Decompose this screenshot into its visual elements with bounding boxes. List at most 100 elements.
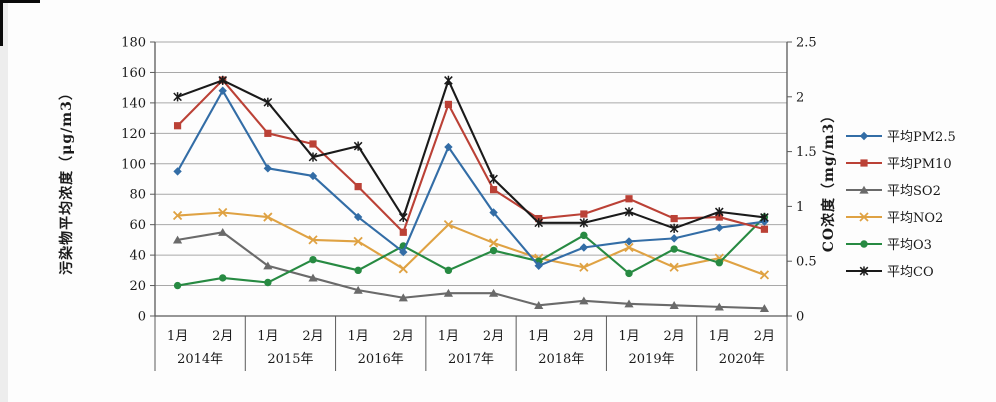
marker-x (759, 270, 770, 280)
x-month-label: 2月 (302, 329, 323, 344)
legend-marker-icon (846, 265, 882, 276)
legend-item: 平均CO (846, 257, 956, 284)
legend-item-label: 平均NO2 (887, 211, 944, 226)
marker-triangle (859, 185, 869, 194)
screen-corner-artifact (0, 0, 40, 3)
x-month-label: 1月 (709, 329, 730, 344)
series-line (177, 216, 766, 287)
marker-triangle (534, 301, 544, 309)
marker-diamond (444, 142, 453, 152)
marker-triangle (443, 288, 454, 297)
x-year-label: 2016年 (358, 352, 404, 367)
legend-item: 平均SO2 (846, 176, 956, 203)
x-year-label: 2019年 (629, 352, 675, 367)
marker-triangle (308, 273, 318, 282)
x-year-label: 2015年 (267, 352, 313, 367)
marker-diamond (308, 171, 318, 181)
marker-diamond (715, 223, 724, 232)
marker-square (489, 186, 498, 194)
legend: 平均PM2.5 平均PM10 平均SO2 平均NO2 平均O3 平均CO (846, 122, 956, 284)
legend-marker-icon (846, 239, 882, 248)
y-left-tick-label: 120 (121, 127, 146, 142)
marker-diamond (489, 208, 498, 217)
x-month-label: 1月 (257, 329, 278, 344)
series-平均PM10 (173, 76, 769, 236)
legend-marker-icon (846, 158, 882, 167)
marker-square (715, 213, 723, 221)
marker-circle (309, 255, 317, 264)
x-month-label: 2月 (754, 329, 775, 344)
marker-circle (860, 239, 868, 248)
marker-square (354, 183, 362, 191)
x-month-label: 1月 (528, 329, 549, 344)
marker-diamond (263, 164, 273, 173)
x-month-label: 1月 (348, 329, 369, 344)
marker-x (579, 262, 589, 272)
marker-circle (670, 245, 678, 253)
marker-circle (444, 266, 453, 275)
legend-item-label: 平均O3 (887, 238, 932, 253)
y-left-tick-label: 20 (129, 279, 146, 294)
marker-x (172, 210, 183, 221)
marker-circle (580, 231, 588, 240)
legend-marker-icon (846, 185, 882, 194)
marker-square (264, 129, 272, 137)
x-month-label: 1月 (618, 329, 639, 344)
legend-item-label: 平均PM10 (887, 157, 952, 172)
x-month-label: 1月 (167, 329, 188, 344)
legend-item: 平均PM2.5 (846, 122, 956, 149)
marker-x (669, 262, 679, 272)
y-right-tick-label: 0.5 (796, 255, 817, 270)
legend-item: 平均PM10 (846, 149, 956, 176)
legend-item-label: 平均CO (887, 265, 934, 280)
marker-square (860, 158, 868, 167)
screen-edge-artifact (0, 0, 8, 402)
marker-circle (625, 269, 633, 278)
y-left-tick-label: 160 (121, 66, 146, 81)
marker-square (309, 140, 317, 148)
y-right-tick-label: 2 (796, 90, 804, 105)
marker-triangle (488, 288, 499, 297)
marker-circle (715, 259, 723, 267)
y-left-tick-label: 60 (129, 218, 146, 233)
marker-x (624, 242, 634, 253)
x-year-label: 2017年 (448, 352, 494, 367)
marker-circle (264, 278, 272, 287)
series-平均CO (173, 75, 769, 233)
series-line (177, 79, 765, 230)
marker-diamond (399, 247, 408, 257)
y-right-tick-label: 1.5 (796, 145, 817, 160)
marker-circle (219, 274, 227, 282)
y-right-tick-label: 0 (796, 310, 804, 325)
x-month-label: 2月 (573, 329, 594, 344)
series-平均NO2 (172, 207, 770, 280)
marker-triangle (172, 235, 183, 244)
series-line (176, 89, 765, 267)
legend-item-label: 平均PM2.5 (887, 130, 956, 145)
marker-triangle (353, 285, 363, 294)
marker-x (443, 220, 454, 230)
marker-triangle (398, 293, 408, 302)
marker-diamond (353, 212, 363, 222)
x-month-label: 1月 (438, 329, 459, 344)
x-year-label: 2014年 (177, 352, 223, 367)
x-month-label: 2月 (664, 329, 685, 344)
x-month-label: 2月 (483, 329, 504, 344)
marker-diamond (218, 86, 227, 95)
marker-triangle (579, 296, 589, 305)
series-line (177, 211, 765, 276)
marker-triangle (714, 302, 724, 311)
marker-circle (354, 266, 362, 275)
marker-circle (173, 281, 182, 290)
marker-x (263, 212, 273, 222)
marker-triangle (263, 261, 273, 270)
y-left-tick-label: 140 (121, 96, 146, 111)
marker-diamond (859, 131, 869, 140)
marker-square (399, 228, 407, 236)
y-left-tick-label: 0 (138, 310, 146, 325)
marker-x (398, 264, 408, 274)
marker-x (353, 236, 363, 247)
y-left-tick-label: 40 (129, 249, 146, 264)
marker-triangle (624, 299, 634, 308)
